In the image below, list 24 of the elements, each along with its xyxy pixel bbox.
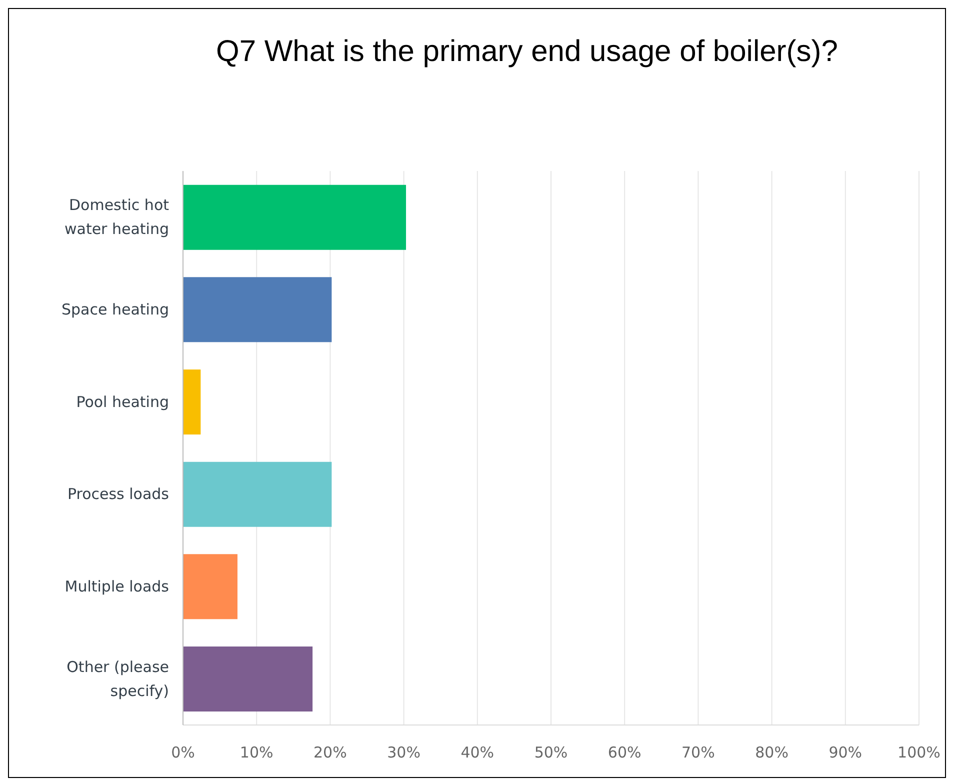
bar xyxy=(183,554,238,620)
y-tick-label: Multiple loads xyxy=(64,578,170,596)
bar xyxy=(183,370,201,435)
y-tick-label: Domestic hot water heating xyxy=(64,196,170,238)
y-tick-label: Pool heating xyxy=(76,392,169,411)
x-tick-label: 100% xyxy=(898,744,940,762)
x-tick-label: 50% xyxy=(534,744,568,762)
y-tick-label: Process loads xyxy=(67,485,170,504)
x-tick-label: 20% xyxy=(314,744,347,762)
x-tick-label: 70% xyxy=(682,744,715,762)
bar xyxy=(183,277,332,342)
x-tick-label: 60% xyxy=(608,744,642,762)
x-tick-label: 90% xyxy=(828,744,862,762)
chart-title: Q7 What is the primary end usage of boiler(s)? xyxy=(215,35,839,69)
x-tick-label: 30% xyxy=(387,744,420,762)
y-tick-label: Space heating xyxy=(62,300,169,318)
bar xyxy=(183,646,313,712)
x-tick-label: 40% xyxy=(460,744,494,762)
bar xyxy=(183,462,332,527)
x-tick-label: 80% xyxy=(755,744,788,762)
x-tick-label: 0% xyxy=(171,744,195,762)
x-tick-label: 10% xyxy=(240,744,274,762)
y-tick-label: Other (please specify) xyxy=(66,658,169,700)
bar xyxy=(183,184,406,250)
